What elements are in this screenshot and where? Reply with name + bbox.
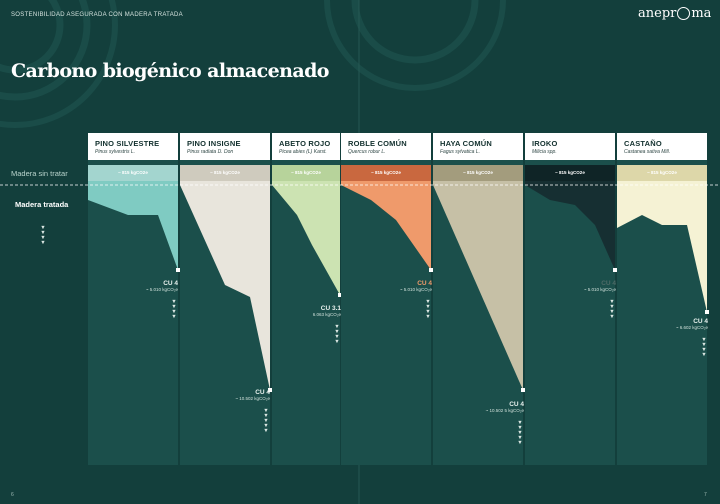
species-name: PINO SILVESTRE bbox=[95, 139, 160, 148]
untreated-value-pino-insigne: ~ 815 kgCO2e bbox=[180, 165, 270, 181]
end-marker-abeto-rojo bbox=[338, 293, 342, 297]
species-latin: Pinus sylvestris L. bbox=[95, 149, 136, 155]
use-class-pino-silvestre: CU 4 ~ 5.010 kgCO₂e bbox=[118, 280, 178, 292]
species-latin: Fagus sylvatica L. bbox=[440, 149, 481, 155]
arrow-stack-castaño: ▼ ▼ ▼ ▼ bbox=[701, 337, 707, 358]
page-number-left: 6 bbox=[11, 492, 14, 498]
use-class-label: CU 4 bbox=[509, 401, 524, 408]
use-class-pino-insigne: CU 4 ~ 10.502 kgCO₂e bbox=[210, 389, 270, 401]
use-class-haya-común: CU 4 ~ 10.502 5 kgCO₂e bbox=[464, 401, 524, 413]
untreated-value-pino-silvestre: ~ 815 kgCO2e bbox=[88, 165, 178, 181]
species-name: IROKO bbox=[532, 139, 558, 148]
species-latin: Castanea sativa Mill. bbox=[624, 149, 671, 155]
species-card-iroko: IROKO Milicia spp. bbox=[525, 133, 615, 160]
species-name: PINO INSIGNE bbox=[187, 139, 241, 148]
area-roble-común bbox=[341, 181, 431, 270]
untreated-value-haya-común: ~ 815 kgCO2e bbox=[433, 165, 523, 181]
use-class-iroko: CU 4 ~ 5.010 kgCO₂e bbox=[556, 280, 616, 292]
species-name: HAYA COMÚN bbox=[440, 139, 493, 148]
treated-value: ~ 10.502 kgCO₂e bbox=[235, 396, 270, 401]
logo-text-left: anepr bbox=[638, 6, 677, 21]
area-abeto-rojo bbox=[272, 181, 340, 295]
untreated-value-castaño: ~ 815 kgCO2e bbox=[617, 165, 707, 181]
species-card-roble-común: ROBLE COMÚN Quercus robur L. bbox=[341, 133, 431, 160]
use-class-castaño: CU 4 ~ 6.602 kgCO₂e bbox=[648, 318, 708, 330]
end-marker-iroko bbox=[613, 268, 617, 272]
use-class-label: CU 4 bbox=[693, 318, 708, 325]
arrow-stack-pino-silvestre: ▼ ▼ ▼ ▼ bbox=[171, 299, 177, 320]
page-title: Carbono biogénico almacenado bbox=[11, 60, 329, 82]
treated-value: 6.063 kgCO₂e bbox=[312, 312, 341, 317]
page-number-right: 7 bbox=[704, 492, 707, 498]
logo-text-right: ma bbox=[691, 6, 712, 21]
treated-value: ~ 5.010 kgCO₂e bbox=[399, 287, 432, 292]
end-marker-haya-común bbox=[521, 388, 525, 392]
end-marker-roble-común bbox=[429, 268, 433, 272]
area-pino-silvestre bbox=[88, 181, 178, 270]
arrow-stack-pino-insigne: ▼ ▼ ▼ ▼ ▼ bbox=[263, 408, 269, 434]
use-class-label: CU 4 bbox=[255, 389, 270, 396]
use-class-label: CU 4 bbox=[601, 280, 616, 287]
species-latin: Pinus radiata D. Don bbox=[187, 149, 234, 155]
species-card-pino-insigne: PINO INSIGNE Pinus radiata D. Don bbox=[180, 133, 270, 160]
arrow-stack-abeto-rojo: ▼ ▼ ▼ ▼ bbox=[334, 324, 340, 345]
species-card-abeto-rojo: ABETO ROJO Picea abies (L) Karst. bbox=[272, 133, 340, 160]
area-haya-común bbox=[433, 181, 523, 390]
use-class-label: CU 3.1 bbox=[320, 305, 341, 312]
untreated-row-label: Madera sin tratar bbox=[11, 169, 68, 178]
species-name: CASTAÑO bbox=[624, 139, 662, 148]
use-class-label: CU 4 bbox=[417, 280, 432, 287]
species-card-pino-silvestre: PINO SILVESTRE Pinus sylvestris L. bbox=[88, 133, 178, 160]
use-class-roble-común: CU 4 ~ 5.010 kgCO₂e bbox=[372, 280, 432, 292]
species-card-haya-común: HAYA COMÚN Fagus sylvatica L. bbox=[433, 133, 523, 160]
treated-value: ~ 5.010 kgCO₂e bbox=[145, 287, 178, 292]
arrow-stack-roble-común: ▼ ▼ ▼ ▼ bbox=[425, 299, 431, 320]
treated-row-label: Madera tratada bbox=[15, 200, 69, 209]
untreated-value-abeto-rojo: ~ 815 kgCO2e bbox=[272, 165, 340, 181]
end-marker-castaño bbox=[705, 310, 709, 314]
untreated-value-iroko: ~ 815 kgCO2e bbox=[525, 165, 615, 181]
treated-value: ~ 5.010 kgCO₂e bbox=[583, 287, 616, 292]
arrow-stack-haya-común: ▼ ▼ ▼ ▼ ▼ bbox=[517, 420, 523, 446]
treated-value: ~ 6.602 kgCO₂e bbox=[675, 325, 708, 330]
area-pino-insigne bbox=[180, 181, 270, 390]
logo-ring-icon bbox=[677, 7, 691, 20]
species-name: ABETO ROJO bbox=[279, 139, 331, 148]
species-card-castaño: CASTAÑO Castanea sativa Mill. bbox=[617, 133, 707, 160]
end-marker-pino-silvestre bbox=[176, 268, 180, 272]
aneproma-logo: anepr ma bbox=[638, 6, 711, 21]
species-latin: Quercus robur L. bbox=[348, 149, 386, 155]
section-header: SOSTENIBILIDAD ASEGURADA CON MADERA TRAT… bbox=[11, 12, 183, 18]
species-latin: Milicia spp. bbox=[532, 149, 557, 155]
arrow-stack-iroko: ▼ ▼ ▼ ▼ bbox=[609, 299, 615, 320]
area-iroko bbox=[525, 181, 615, 270]
species-name: ROBLE COMÚN bbox=[348, 139, 407, 148]
species-latin: Picea abies (L) Karst. bbox=[279, 149, 327, 155]
treated-value: ~ 10.502 5 kgCO₂e bbox=[485, 408, 524, 413]
treated-arrow-stack: ▼ ▼ ▼ ▼ bbox=[40, 225, 46, 246]
area-castaño bbox=[617, 181, 707, 312]
end-marker-pino-insigne bbox=[268, 388, 272, 392]
untreated-value-roble-común: ~ 815 kgCO2e bbox=[341, 165, 431, 181]
use-class-abeto-rojo: CU 3.1 6.063 kgCO₂e bbox=[281, 305, 341, 317]
use-class-label: CU 4 bbox=[163, 280, 178, 287]
